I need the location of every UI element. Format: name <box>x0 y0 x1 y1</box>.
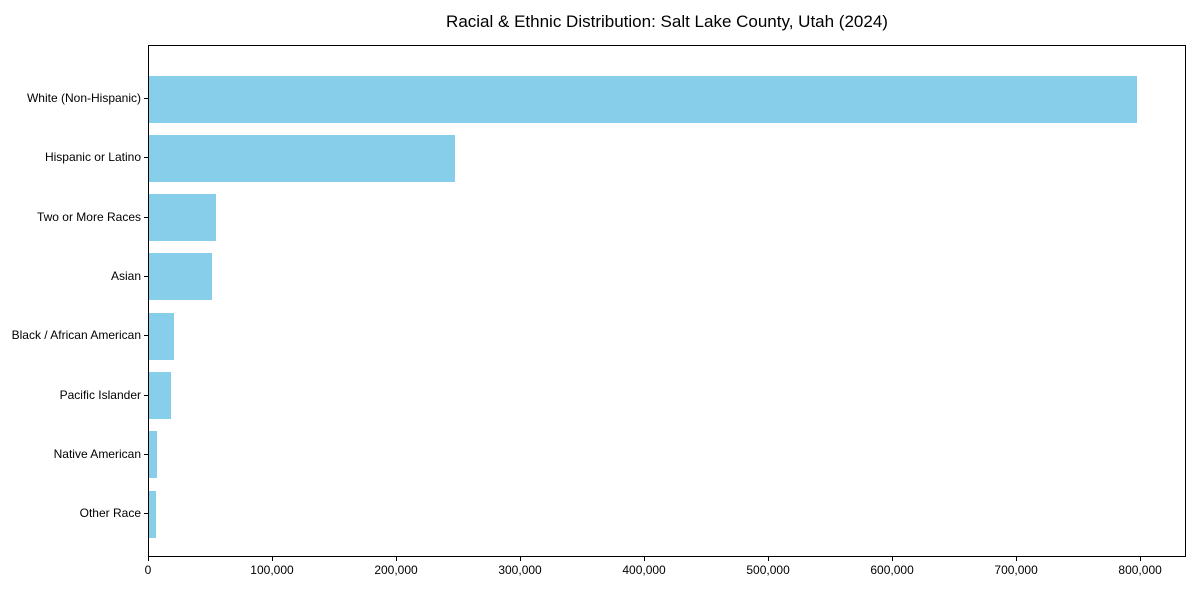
x-tick <box>520 557 522 561</box>
x-tick-label: 200,000 <box>374 563 418 577</box>
y-axis-label: Native American <box>53 446 141 461</box>
x-tick <box>396 557 398 561</box>
y-tick <box>144 98 148 99</box>
x-tick-label: 300,000 <box>498 563 542 577</box>
y-tick <box>144 394 148 396</box>
y-tick <box>144 513 148 515</box>
y-axis-label: Asian <box>110 268 141 283</box>
bar-native-american <box>149 431 158 479</box>
x-tick <box>1016 557 1018 561</box>
y-tick <box>144 216 148 218</box>
y-tick <box>144 453 148 455</box>
y-tick <box>144 157 148 159</box>
y-axis-label: Two or More Races <box>36 209 141 224</box>
y-axis-label: Pacific Islander <box>59 387 141 402</box>
x-tick <box>1140 557 1142 561</box>
x-tick-label: 800,000 <box>1118 563 1162 577</box>
x-tick-label: 100,000 <box>250 563 294 577</box>
bar-white-non-hispanic <box>149 75 1138 123</box>
y-tick <box>144 275 148 277</box>
x-tick <box>892 557 894 561</box>
y-tick <box>144 335 148 337</box>
bar-asian <box>149 253 213 301</box>
x-tick-label: 400,000 <box>622 563 666 577</box>
plot-area <box>148 45 1186 557</box>
bar-black-african-american <box>149 312 174 360</box>
y-axis-label: Other Race <box>79 506 141 521</box>
x-tick <box>644 557 646 561</box>
x-tick-label: 0 <box>144 563 152 577</box>
x-tick <box>272 557 273 561</box>
y-axis-label: Black / African American <box>11 328 141 343</box>
x-tick <box>768 557 770 561</box>
bar-hispanic-or-latino <box>149 134 456 182</box>
x-tick-label: 600,000 <box>870 563 914 577</box>
y-axis-label: Hispanic or Latino <box>44 150 141 165</box>
y-axis-label: White (Non-Hispanic) <box>26 91 141 105</box>
bar-pacific-islander <box>149 372 172 419</box>
x-tick <box>148 557 149 561</box>
chart-title: Racial & Ethnic Distribution: Salt Lake … <box>446 12 888 31</box>
x-tick-label: 500,000 <box>746 563 790 577</box>
bar-two-or-more-races <box>149 194 216 242</box>
x-tick-label: 700,000 <box>994 563 1038 577</box>
bar-other-race <box>149 490 156 538</box>
